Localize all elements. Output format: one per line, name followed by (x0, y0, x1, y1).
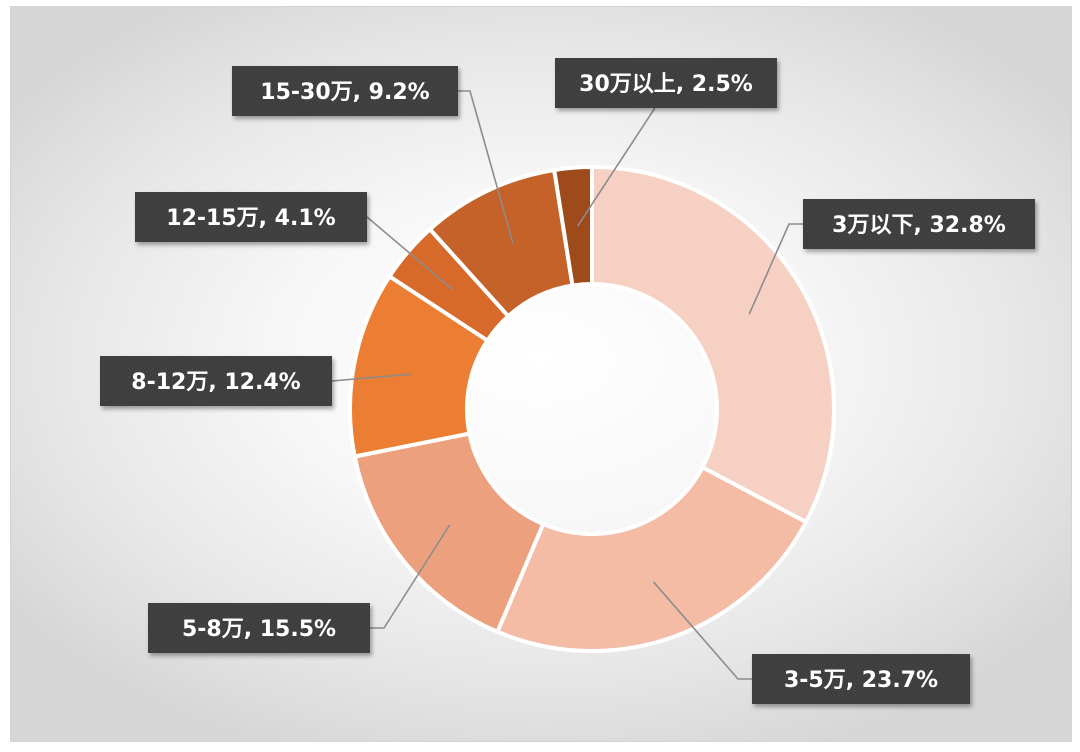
data-label-5: 15-30万, 9.2% (232, 66, 458, 116)
data-label-3: 8-12万, 12.4% (100, 356, 332, 406)
data-label-box-4 (135, 192, 367, 242)
data-label-0: 3万以下, 32.8% (803, 199, 1035, 249)
data-label-6: 30万以上, 2.5% (555, 58, 777, 108)
donut-slice-2 (352, 431, 546, 634)
leader-line-0 (748, 223, 803, 315)
data-label-text-0: 3万以下, 32.8% (832, 213, 1006, 238)
data-label-box-2 (148, 603, 370, 653)
data-label-text-3: 8-12万, 12.4% (131, 370, 300, 395)
data-label-2: 5-8万, 15.5% (148, 603, 370, 653)
data-label-box-6 (555, 58, 777, 108)
leader-line-1 (652, 581, 752, 680)
donut-slice-0 (590, 165, 836, 525)
leader-line-4 (366, 216, 454, 291)
leader-lines-group (331, 90, 803, 680)
donut-slice-6 (552, 165, 594, 288)
data-label-box-1 (752, 654, 970, 704)
data-label-4: 12-15万, 4.1% (135, 192, 367, 242)
data-label-box-0 (803, 199, 1035, 249)
data-label-text-4: 12-15万, 4.1% (166, 206, 335, 231)
data-label-text-1: 3-5万, 23.7% (784, 668, 938, 693)
leader-line-5 (458, 90, 514, 244)
data-label-box-3 (100, 356, 332, 406)
data-label-text-5: 15-30万, 9.2% (260, 80, 429, 105)
leader-line-2 (370, 524, 451, 629)
leader-line-6 (576, 107, 656, 227)
data-label-1: 3-5万, 23.7% (752, 654, 970, 704)
data-label-box-5 (232, 66, 458, 116)
donut-slice-1 (495, 465, 808, 653)
data-label-text-2: 5-8万, 15.5% (182, 617, 336, 642)
data-label-text-6: 30万以上, 2.5% (579, 72, 753, 97)
slices-group (348, 165, 836, 653)
leader-line-3 (331, 373, 412, 382)
data-labels-group: 3万以下, 32.8% 3-5万, 23.7% 5-8万, 15.5% 8-12万, … (100, 58, 1035, 704)
